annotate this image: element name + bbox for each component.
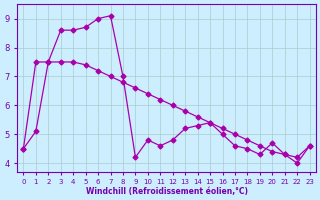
X-axis label: Windchill (Refroidissement éolien,°C): Windchill (Refroidissement éolien,°C) bbox=[85, 187, 247, 196]
